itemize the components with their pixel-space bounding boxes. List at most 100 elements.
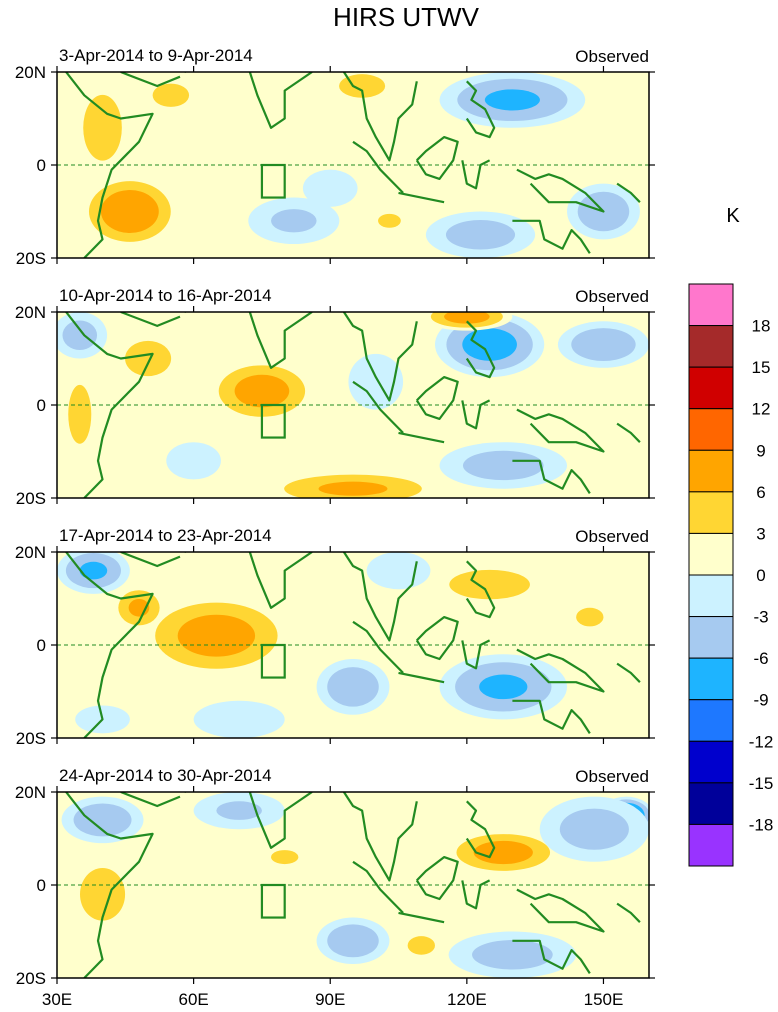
blob-9 bbox=[257, 843, 313, 872]
contour-level-2 bbox=[327, 667, 379, 707]
coastline-5 bbox=[352, 860, 404, 914]
contour-level-1 bbox=[166, 442, 221, 480]
coastline-3 bbox=[184, 552, 313, 609]
coastline-9 bbox=[465, 800, 496, 859]
coastline-7 bbox=[415, 136, 459, 180]
colorbar-swatch-1 bbox=[688, 283, 734, 327]
y-tick-label: 20S bbox=[16, 729, 46, 748]
coastline-1 bbox=[65, 72, 154, 258]
blob-10 bbox=[393, 926, 449, 965]
x-tick-label: 30E bbox=[42, 990, 72, 1009]
chart-title: HIRS UTWV bbox=[333, 2, 480, 32]
coastline-3 bbox=[184, 792, 313, 849]
contour-level-2 bbox=[339, 74, 386, 98]
panel-period: 24-Apr-2014 to 30-Apr-2014 bbox=[59, 766, 272, 785]
contour-level-2 bbox=[462, 450, 544, 481]
y-tick-label: 20S bbox=[16, 249, 46, 268]
blob-9 bbox=[57, 312, 108, 359]
contour-level-3 bbox=[462, 328, 517, 361]
coastline-4 bbox=[342, 312, 418, 402]
box-region bbox=[260, 643, 286, 679]
contour-level-2 bbox=[571, 328, 636, 361]
coastline-9 bbox=[465, 80, 496, 139]
colorbar-swatch-7 bbox=[688, 532, 734, 576]
contour-level-2 bbox=[445, 220, 516, 250]
coastline-8 bbox=[461, 879, 491, 910]
coastline-8 bbox=[461, 639, 491, 670]
contour-level-2 bbox=[271, 850, 299, 865]
contour-level-1 bbox=[366, 552, 431, 590]
contour-level-2 bbox=[378, 213, 401, 228]
blob-4 bbox=[198, 72, 308, 110]
contour-level-3 bbox=[100, 190, 159, 233]
coastline-6 bbox=[398, 431, 445, 444]
coastline-10 bbox=[516, 888, 605, 933]
colorbar-swatch-6 bbox=[688, 491, 734, 534]
coastline-4 bbox=[342, 552, 418, 642]
colorbar-swatch-5 bbox=[688, 449, 734, 493]
colorbar-label: -15 bbox=[749, 774, 774, 793]
blob-6 bbox=[193, 792, 285, 830]
x-tick-label: 90E bbox=[315, 990, 345, 1009]
coastline-12 bbox=[616, 902, 641, 923]
contour-level-2 bbox=[83, 94, 122, 161]
coastline-8 bbox=[461, 159, 491, 190]
x-tick-label: 150E bbox=[584, 990, 624, 1009]
blob-2 bbox=[111, 330, 185, 387]
coastline-5 bbox=[352, 140, 404, 194]
coastline-7 bbox=[415, 856, 459, 901]
colorbar-swatch-3 bbox=[688, 366, 734, 410]
colorbar-swatch-14 bbox=[688, 823, 734, 867]
coastlines bbox=[65, 552, 641, 738]
coastline-8 bbox=[461, 399, 491, 430]
contour-level-2 bbox=[449, 569, 530, 600]
panel-3: 20N 0 20S 17-Apr-2014 to 23-Apr-2014 Observe… bbox=[15, 526, 655, 748]
blob-8 bbox=[439, 442, 568, 489]
colorbar-label: -18 bbox=[749, 815, 774, 834]
coastline-3 bbox=[184, 72, 313, 129]
contour-level-3 bbox=[473, 840, 533, 865]
x-axis: 30E 60E 90E 120E 150E bbox=[42, 990, 623, 1009]
blob-3 bbox=[134, 72, 208, 119]
contour-level-1 bbox=[193, 700, 285, 738]
coastline-9 bbox=[465, 560, 496, 619]
x-tick-label: 120E bbox=[447, 990, 487, 1009]
blob-4 bbox=[539, 796, 649, 862]
coastline-10 bbox=[516, 648, 605, 693]
colorbar-swatch-13 bbox=[688, 782, 734, 825]
blob-5 bbox=[557, 321, 649, 368]
coastline-5 bbox=[352, 380, 404, 434]
coastline-1 bbox=[65, 552, 154, 738]
box-region bbox=[260, 163, 286, 199]
coastline-5 bbox=[352, 620, 404, 674]
contour-level-3 bbox=[318, 481, 388, 496]
contour-level-3 bbox=[177, 614, 256, 657]
contour-level-1 bbox=[148, 903, 240, 941]
coastline-6 bbox=[398, 671, 445, 684]
coastline-9 bbox=[465, 320, 496, 379]
blob-1 bbox=[207, 358, 317, 424]
anomaly-field bbox=[57, 552, 649, 738]
colorbar-label: 9 bbox=[756, 441, 765, 460]
contour-level-3 bbox=[234, 374, 290, 408]
colorbar-label: 12 bbox=[752, 400, 771, 419]
y-tick-label: 0 bbox=[37, 636, 46, 655]
colorbar-swatch-12 bbox=[688, 740, 734, 784]
colorbar-swatch-4 bbox=[688, 408, 734, 451]
contour-level-2 bbox=[79, 867, 126, 921]
y-tick-label: 20S bbox=[16, 489, 46, 508]
anomaly-field bbox=[57, 312, 649, 498]
blob-1 bbox=[444, 829, 563, 876]
colorbar-units: K bbox=[726, 205, 740, 227]
blob-10 bbox=[366, 206, 413, 235]
anomaly-field bbox=[57, 72, 649, 258]
blob-2 bbox=[75, 81, 130, 175]
contour-level-2 bbox=[472, 940, 553, 970]
blob-1 bbox=[79, 174, 180, 249]
blob-7 bbox=[261, 470, 445, 498]
y-tick-label: 20N bbox=[15, 303, 46, 322]
blob-3 bbox=[425, 561, 554, 608]
contour-level-2 bbox=[407, 936, 435, 955]
blob-5 bbox=[61, 796, 144, 844]
